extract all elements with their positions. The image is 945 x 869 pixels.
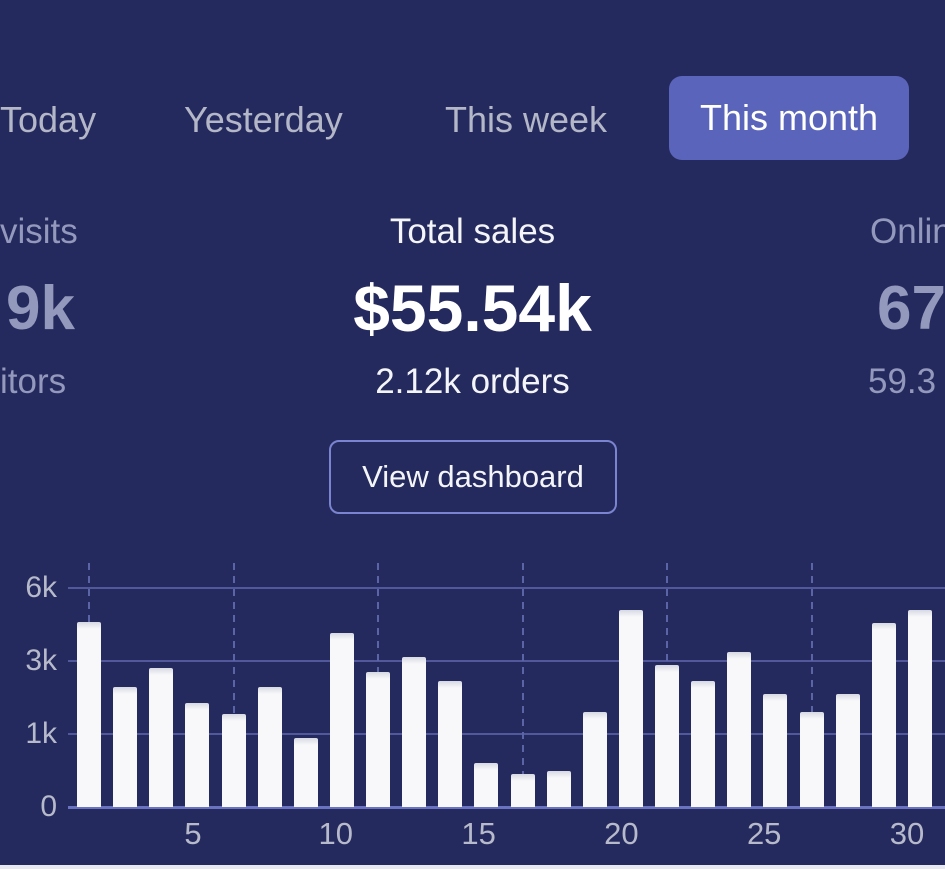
bar-23[interactable] [871, 623, 896, 807]
bar-20[interactable] [763, 693, 788, 807]
bar-18[interactable] [691, 681, 716, 807]
bar-12[interactable] [474, 763, 499, 807]
y-gridline [68, 660, 945, 662]
y-tick-label: 6k [25, 571, 57, 604]
bar-8[interactable] [329, 633, 354, 807]
x-tick-label: 5 [184, 816, 202, 851]
x-tick-label: 30 [889, 816, 925, 851]
x-tick-label: 20 [604, 816, 639, 851]
bar-2[interactable] [113, 686, 138, 807]
bar-14[interactable] [546, 770, 571, 807]
bar-16[interactable] [618, 609, 643, 807]
orders-count: 2.12k orders [375, 362, 570, 401]
bar-17[interactable] [655, 664, 680, 807]
x-tick-label: 15 [461, 816, 496, 851]
right-stat-sub-fragment: 59.3 [868, 362, 937, 401]
total-sales-label: Total sales [389, 212, 556, 251]
right-stat-label-fragment: Onlin [870, 212, 945, 251]
left-stat-label-fragment: visits [0, 212, 78, 251]
y-gridline [68, 733, 945, 735]
y-gridline [68, 587, 945, 589]
bar-7[interactable] [293, 737, 318, 807]
tab-this-month-label: This month [700, 97, 879, 138]
bar-6[interactable] [257, 686, 282, 807]
tab-today[interactable]: Today [0, 99, 97, 140]
dashed-guide-line [810, 563, 813, 805]
bar-9[interactable] [366, 671, 391, 807]
bar-19[interactable] [727, 652, 752, 807]
bar-21[interactable] [799, 712, 824, 807]
tab-this-week[interactable]: This week [445, 99, 608, 140]
right-stat-value-fragment: 67 [877, 274, 945, 343]
left-stat-sub-fragment: itors [0, 362, 67, 401]
next-section-edge [0, 865, 945, 869]
tab-yesterday[interactable]: Yesterday [184, 99, 343, 140]
bar-3[interactable] [149, 668, 174, 807]
bar-24[interactable] [907, 609, 932, 807]
x-axis-line [68, 806, 945, 809]
bar-4[interactable] [185, 702, 210, 807]
view-dashboard-button[interactable]: View dashboard [329, 440, 617, 514]
dashed-guide-line [521, 563, 524, 805]
y-tick-label: 0 [40, 790, 57, 823]
y-tick-label: 3k [25, 644, 57, 677]
tab-this-month-selected[interactable]: This month [669, 76, 910, 160]
bar-13[interactable] [510, 774, 535, 807]
bar-1[interactable] [77, 622, 101, 807]
bar-11[interactable] [438, 681, 463, 807]
dashed-guide-line [232, 563, 235, 805]
bar-10[interactable] [402, 657, 427, 807]
x-tick-label: 25 [746, 816, 782, 851]
left-stat-value-fragment: 9k [6, 274, 75, 343]
bar-5[interactable] [221, 713, 246, 807]
total-sales-value: $55.54k [353, 271, 592, 345]
y-tick-label: 1k [25, 717, 57, 750]
bar-22[interactable] [835, 693, 860, 807]
bar-15[interactable] [582, 712, 607, 807]
x-tick-label: 10 [318, 816, 354, 851]
